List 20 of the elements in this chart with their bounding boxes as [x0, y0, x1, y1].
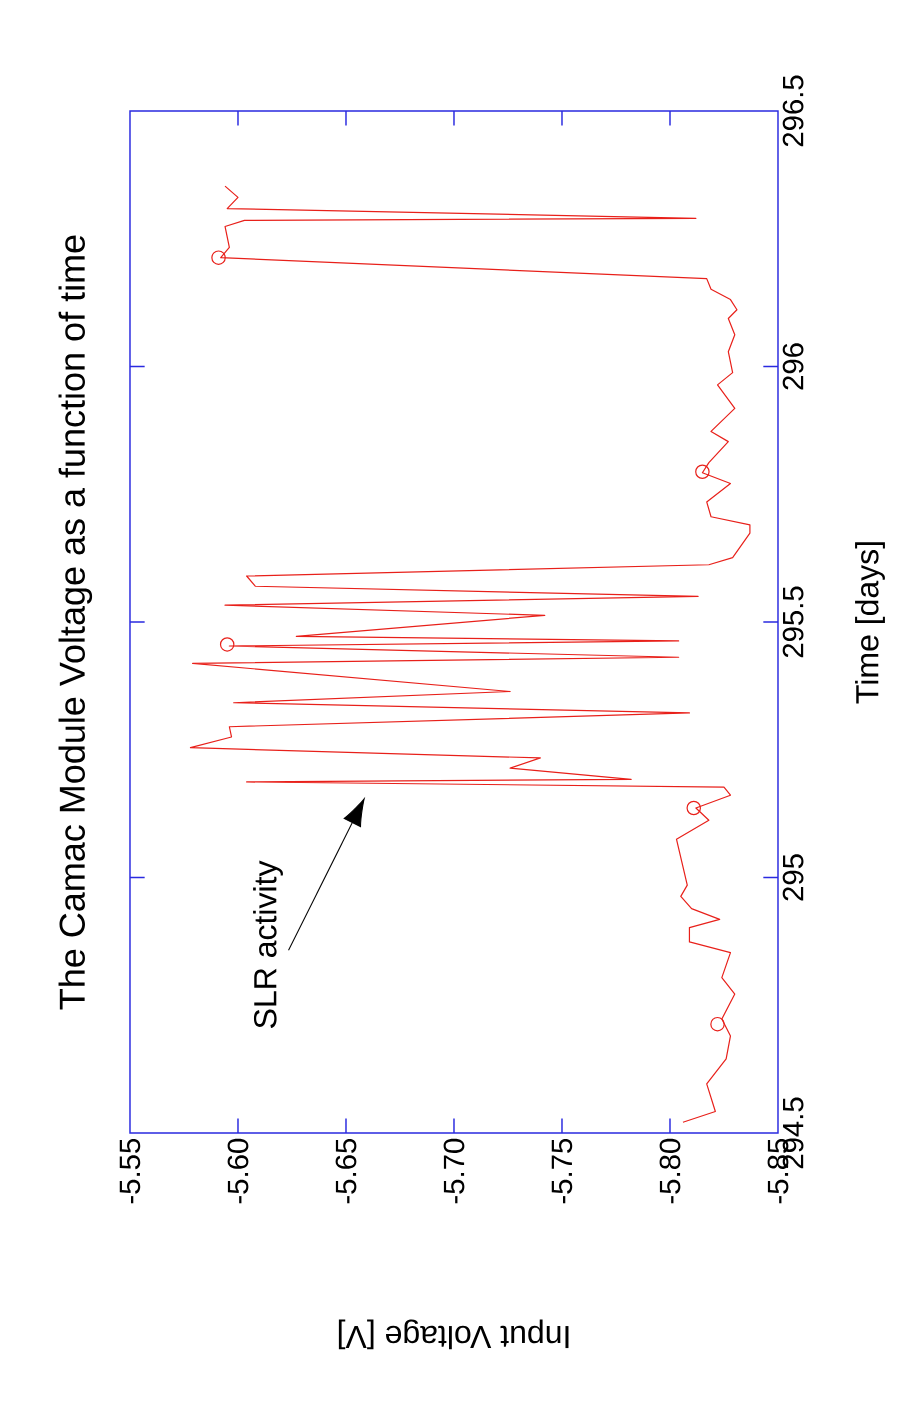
- x-tick-label: -5.60: [227, 1138, 249, 1204]
- y-tick-label: 296: [782, 343, 804, 390]
- point: [219, 637, 235, 652]
- point: [211, 250, 226, 265]
- y-axis-title: Time [days]: [855, 542, 885, 704]
- point: [710, 1016, 725, 1032]
- point: [686, 800, 702, 816]
- x-tick-label: -5.65: [335, 1138, 357, 1204]
- x-tick-label: -5.75: [551, 1138, 573, 1204]
- line-series: [189, 185, 751, 1123]
- x-tick-label: -5.70: [443, 1138, 465, 1204]
- x-axis-title: Input Voltage [V]: [338, 1319, 569, 1350]
- x-tick-label: -5.80: [659, 1138, 681, 1204]
- annotation: SLR activity: [253, 860, 283, 1028]
- y-tick-label: 296.5: [782, 75, 804, 147]
- text: The Camac Module Voltage as a function of time: [58, 235, 93, 1010]
- y-tick-label: 295: [782, 854, 804, 901]
- x-tick-label: -5.55: [119, 1138, 141, 1204]
- y-tick-label: 295.5: [782, 586, 804, 658]
- point: [695, 464, 710, 480]
